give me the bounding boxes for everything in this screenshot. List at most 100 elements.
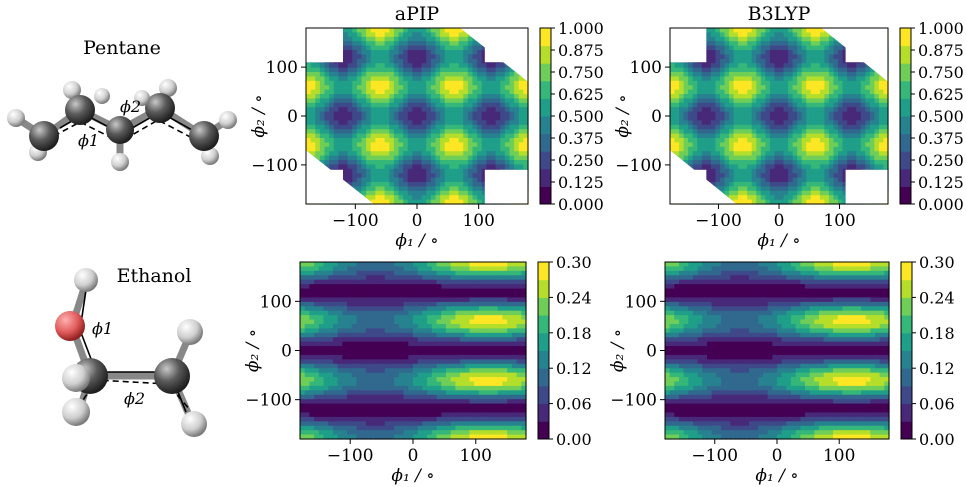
heatmap-cell	[389, 151, 395, 157]
heatmap-cell	[356, 28, 363, 33]
heatmap-cell	[463, 182, 469, 187]
heatmap-cell	[838, 63, 844, 69]
heatmap-cell	[408, 381, 414, 387]
heatmap-cell	[756, 173, 762, 179]
heatmap-cell	[398, 182, 404, 187]
heatmap-cell	[774, 151, 780, 157]
heatmap-cell	[352, 124, 358, 130]
heatmap-cell	[366, 142, 372, 148]
heatmap-cell	[500, 85, 506, 91]
heatmap-cell	[783, 107, 789, 113]
heatmap-cell	[856, 85, 862, 91]
heatmap-cell	[765, 146, 771, 152]
heatmap-cell	[692, 120, 698, 126]
heatmap-cell	[779, 190, 785, 196]
heatmap-cell	[815, 58, 821, 64]
heatmap-cell	[309, 284, 315, 290]
heatmap-cell	[756, 107, 762, 113]
heatmap-cell	[300, 301, 306, 307]
heatmap-cell	[421, 129, 427, 135]
heatmap-cell	[454, 120, 460, 126]
heatmap-cell	[738, 41, 744, 47]
heatmap-cell	[509, 160, 515, 165]
heatmap-cell	[806, 36, 812, 42]
heatmap-cell	[366, 168, 372, 174]
heatmap-cell	[491, 120, 497, 126]
heatmap-cell	[412, 50, 418, 55]
heatmap-cell	[389, 133, 395, 139]
heatmap-cell	[314, 270, 320, 276]
heatmap-cell	[819, 76, 826, 82]
heatmap-cell	[351, 412, 358, 418]
heatmap-cell	[715, 177, 721, 183]
heatmap-cell	[315, 155, 321, 161]
heatmap-cell	[444, 89, 450, 95]
heatmap-cell	[338, 102, 344, 108]
heatmap-cell	[306, 63, 312, 69]
heatmap-cell	[842, 72, 848, 77]
heatmap-cell	[706, 58, 712, 64]
heatmap-cell	[304, 372, 311, 378]
heatmap-cell	[458, 94, 464, 99]
heatmap-cell	[394, 262, 400, 268]
heatmap-cell	[865, 142, 871, 148]
heatmap-cell	[440, 173, 446, 179]
heatmap-cell	[393, 41, 400, 47]
heatmap-cell	[380, 168, 386, 174]
heatmap-cell	[384, 425, 391, 431]
heatmap-cell	[491, 155, 497, 161]
heatmap-cell	[398, 363, 405, 369]
heatmap-cell	[467, 76, 474, 82]
heatmap-cell	[523, 116, 529, 121]
heatmap-cell	[706, 168, 712, 174]
heatmap-cell	[751, 155, 757, 161]
heatmap-cell	[833, 54, 839, 60]
heatmap-cell	[495, 129, 501, 135]
heatmap-cell	[701, 63, 707, 69]
heatmap-cell	[407, 41, 413, 47]
heatmap-cell	[865, 146, 871, 152]
heatmap-cell	[375, 310, 381, 316]
heatmap-cell	[407, 80, 413, 86]
heatmap-cell	[449, 54, 455, 60]
heatmap-cell	[421, 98, 427, 104]
heatmap-cell	[828, 151, 835, 157]
heatmap-cell	[426, 199, 432, 205]
heatmap-cell	[815, 102, 821, 108]
heatmap-cell	[380, 36, 386, 42]
heatmap-cell	[824, 36, 830, 42]
heatmap-cell	[458, 32, 464, 38]
heatmap-cell	[783, 32, 789, 38]
heatmap-cell	[300, 408, 306, 414]
heatmap-cell	[351, 416, 358, 422]
heatmap-cell	[715, 111, 721, 117]
heatmap-cell	[375, 124, 381, 130]
heatmap-cell	[380, 275, 386, 281]
heatmap-cell	[370, 94, 376, 99]
heatmap-cell	[343, 58, 349, 64]
heatmap-cell	[314, 408, 320, 414]
heatmap-cell	[747, 164, 753, 170]
heatmap-cell	[697, 80, 703, 86]
heatmap-cell	[779, 138, 785, 143]
heatmap-cell	[833, 155, 839, 161]
heatmap-cell	[389, 102, 395, 108]
heatmap-cell	[394, 359, 400, 365]
heatmap-cell	[806, 50, 812, 55]
heatmap-cell	[365, 301, 372, 307]
heatmap-cell	[869, 138, 875, 143]
heatmap-cell	[366, 186, 372, 192]
heatmap-cell	[724, 138, 730, 143]
heatmap-cell	[449, 190, 455, 196]
heatmap-cell	[440, 107, 446, 113]
heatmap-cell	[398, 346, 405, 352]
heatmap-cell	[403, 359, 409, 365]
heatmap-cell	[491, 151, 497, 157]
heatmap-cell	[842, 142, 848, 148]
heatmap-cell	[477, 72, 483, 77]
heatmap-cell	[380, 390, 386, 396]
heatmap-cell	[347, 310, 353, 316]
heatmap-cell	[328, 377, 334, 383]
heatmap-cell	[352, 98, 358, 104]
heatmap-cell	[352, 120, 358, 126]
